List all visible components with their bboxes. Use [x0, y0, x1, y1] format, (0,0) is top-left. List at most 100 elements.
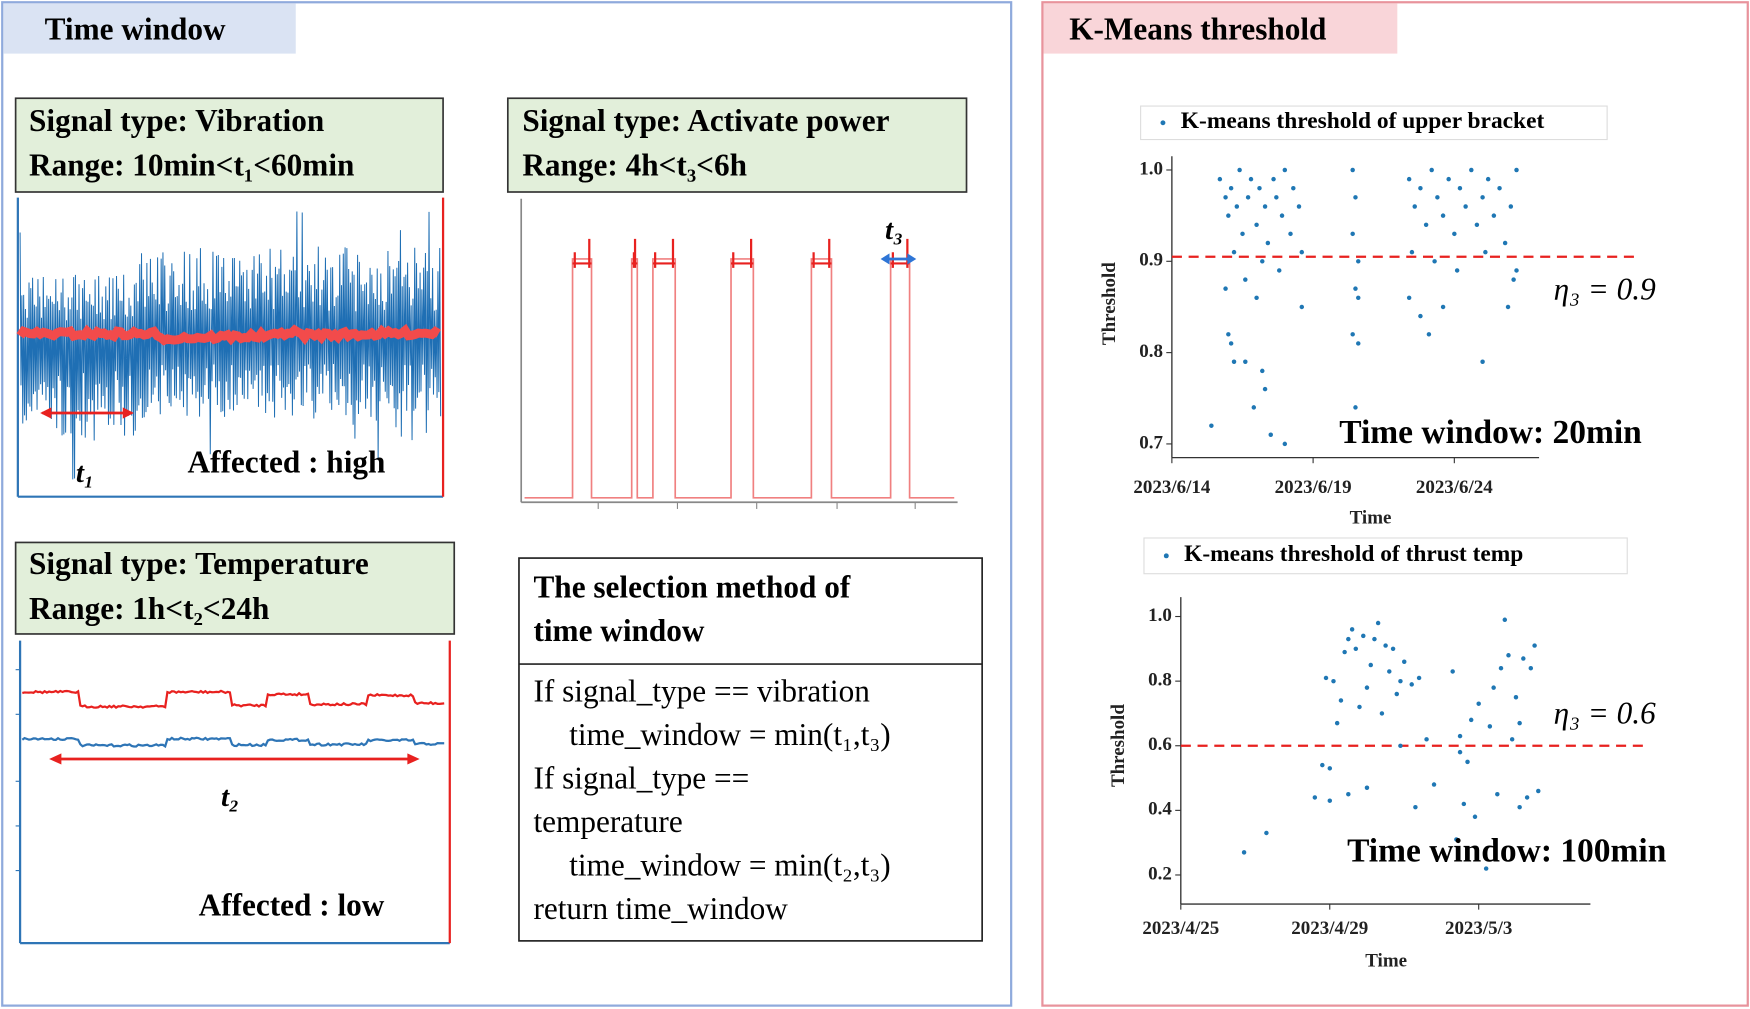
- point: [1532, 643, 1537, 648]
- x-tick-label: 2023/6/24: [1416, 477, 1493, 498]
- arrow-head: [40, 407, 134, 419]
- point: [1418, 313, 1423, 319]
- point: [1251, 405, 1257, 410]
- code-line: temperature: [533, 804, 682, 839]
- point: [1506, 653, 1511, 658]
- point: [1476, 701, 1481, 706]
- power-top: [631, 238, 638, 268]
- point: [1248, 176, 1254, 182]
- annotation: Time window: 100min: [1347, 833, 1667, 870]
- point: [1432, 259, 1437, 264]
- point: [1223, 286, 1228, 291]
- point: [1243, 277, 1248, 282]
- legend: [1143, 537, 1628, 575]
- right-panel: [1041, 1, 1749, 1007]
- point: [1435, 195, 1440, 200]
- power-top: [572, 238, 592, 268]
- point: [1524, 795, 1530, 800]
- box-line: Signal type: Temperature: [29, 546, 369, 581]
- x-tick-label: 2023/6/19: [1275, 477, 1352, 498]
- trend-line: [16, 323, 441, 346]
- method-title: The selection method of: [533, 570, 850, 605]
- point: [1452, 231, 1457, 237]
- point: [1217, 176, 1223, 182]
- point: [1424, 737, 1429, 742]
- box-line: Range: 4h<t₃<6h: [522, 148, 747, 183]
- point: [1440, 304, 1446, 310]
- point: [1450, 669, 1455, 674]
- power-top: [652, 238, 676, 268]
- annotation: η₃ = 0.9: [1554, 272, 1657, 307]
- point: [1472, 814, 1478, 820]
- point: [1469, 167, 1474, 173]
- point: [1342, 649, 1347, 655]
- temperature-signal: [22, 689, 445, 709]
- temperature-plot: t₂ Affected : low: [15, 640, 451, 945]
- point: [1231, 249, 1237, 255]
- point: [1320, 762, 1325, 768]
- x-tick-label: 2023/4/29: [1291, 918, 1368, 939]
- point: [1223, 195, 1228, 200]
- point: [1474, 222, 1480, 228]
- arrow-label: t₂: [221, 781, 239, 813]
- point: [1312, 795, 1318, 800]
- arrow-head: [880, 253, 917, 265]
- point: [1402, 659, 1407, 664]
- x-tick-label: 2023/5/3: [1445, 918, 1512, 939]
- point: [1514, 167, 1519, 173]
- point: [1209, 423, 1214, 428]
- point: [1409, 249, 1415, 255]
- point: [1491, 685, 1496, 690]
- power-box: [506, 97, 968, 193]
- point: [1254, 295, 1259, 301]
- point: [1387, 669, 1392, 674]
- point: [1240, 231, 1245, 237]
- point: [1277, 268, 1282, 273]
- point: [1323, 675, 1329, 681]
- point: [1468, 717, 1474, 723]
- point: [1511, 277, 1516, 282]
- method-box: [518, 557, 983, 942]
- point: [1334, 720, 1340, 726]
- x-tick-label: 2023/4/25: [1142, 918, 1219, 939]
- annotation: η₃ = 0.6: [1554, 696, 1657, 731]
- point: [1268, 432, 1273, 437]
- point: [1480, 359, 1485, 364]
- power-signal: [524, 258, 955, 499]
- point: [1243, 359, 1248, 364]
- point: [1390, 646, 1396, 652]
- y-axis-label: Threshold: [1099, 262, 1120, 345]
- point: [1372, 636, 1377, 642]
- point: [1353, 195, 1358, 200]
- point: [1353, 286, 1358, 291]
- point: [1241, 850, 1247, 855]
- point: [1418, 185, 1423, 191]
- point: [1353, 405, 1358, 410]
- y-tick-label: 0.4: [1148, 799, 1172, 820]
- point: [1465, 759, 1470, 765]
- point: [1416, 675, 1422, 681]
- point: [1237, 167, 1242, 173]
- point: [1502, 617, 1508, 623]
- point: [1406, 295, 1412, 301]
- point: [1231, 359, 1237, 364]
- point: [1483, 249, 1488, 255]
- point: [1296, 204, 1302, 209]
- legend-marker: [1163, 553, 1169, 559]
- point: [1375, 620, 1381, 626]
- point: [1279, 213, 1285, 218]
- code-line: If signal_type == vibration: [533, 673, 870, 708]
- point: [1299, 304, 1305, 310]
- point: [1409, 682, 1414, 687]
- y-tick-label: 0.2: [1148, 863, 1172, 884]
- point: [1505, 304, 1511, 310]
- legend-label: K-means threshold of thrust temp: [1184, 541, 1523, 567]
- point: [1361, 633, 1366, 639]
- point: [1353, 646, 1359, 652]
- legend-marker: [1160, 120, 1166, 126]
- point: [1364, 685, 1370, 690]
- left-tab: [3, 3, 296, 54]
- point: [1398, 743, 1403, 749]
- point: [1429, 167, 1434, 173]
- left-panel: [1, 1, 1013, 1007]
